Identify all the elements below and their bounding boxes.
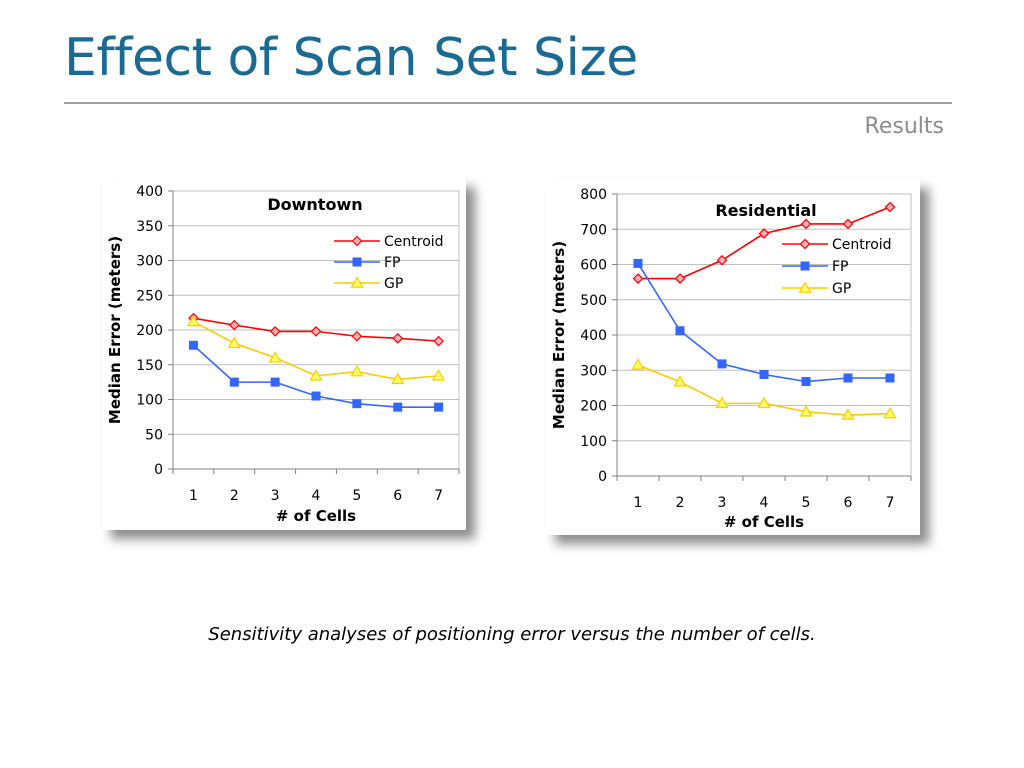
data-point-gp	[391, 372, 405, 385]
y-tick-label: 500	[580, 293, 607, 309]
data-point-fp	[675, 326, 685, 336]
x-tick-label: 4	[760, 495, 769, 511]
residential-chart-panel: 0 100 200 300 400 500 600 700 800 1 2 3 4 5 6 7 # of Cel…	[546, 179, 920, 535]
data-point-centroid	[310, 326, 322, 337]
x-tick-label: 7	[886, 495, 895, 511]
x-tick-label: 2	[676, 495, 685, 511]
data-point-centroid	[351, 330, 363, 342]
y-tick-label: 600	[580, 258, 607, 274]
y-tick-label: 800	[580, 187, 607, 203]
legend-marker-gp	[798, 281, 812, 293]
data-point-fp	[229, 377, 239, 387]
y-tick-label: 0	[154, 462, 163, 478]
legend-marker-centroid	[799, 238, 811, 250]
y-tick-label: 300	[580, 363, 607, 379]
legend-label-gp: GP	[384, 276, 403, 292]
chart-title: Downtown	[267, 195, 362, 214]
data-point-gp	[631, 358, 645, 370]
y-tick-label: 400	[580, 328, 607, 344]
x-tick-label: 1	[634, 495, 643, 511]
data-point-gp	[186, 314, 200, 327]
figure-caption: Sensitivity analyses of positioning erro…	[208, 624, 816, 645]
y-tick-label: 200	[136, 323, 163, 339]
y-tick-label: 400	[136, 184, 163, 200]
y-axis-title: Median Error (meters)	[550, 241, 568, 429]
data-point-centroid	[269, 326, 281, 337]
legend-label-centroid: Centroid	[832, 237, 892, 253]
legend-marker-centroid	[351, 235, 363, 247]
y-tick-label: 200	[580, 399, 607, 415]
data-point-centroid	[433, 335, 444, 347]
data-point-gp	[350, 364, 364, 377]
data-point-fp	[434, 402, 444, 412]
y-tick-label: 700	[580, 222, 607, 238]
y-tick-label: 0	[598, 469, 607, 485]
data-point-fp	[759, 369, 769, 379]
data-point-centroid	[632, 273, 644, 284]
data-point-fp	[311, 391, 321, 401]
x-tick-label: 3	[718, 495, 727, 511]
x-tick-label: 6	[393, 488, 402, 504]
y-tick-label: 50	[145, 427, 163, 443]
data-point-centroid	[884, 201, 896, 213]
data-point-gp	[673, 375, 687, 387]
slide-title: Effect of Scan Set Size	[64, 28, 638, 88]
downtown-chart-panel: 0 50 100 150 200 250 300 350 400 1 2 3 4 5 6 7 # of Cell…	[102, 178, 466, 530]
y-axis-title: Median Error (meters)	[106, 236, 124, 424]
x-tick-label: 3	[271, 488, 280, 504]
x-tick-label: 1	[189, 488, 198, 504]
data-point-fp	[717, 359, 727, 369]
data-point-centroid	[842, 218, 854, 230]
data-point-gp	[227, 336, 241, 348]
data-point-centroid	[758, 228, 770, 239]
title-divider	[64, 102, 952, 104]
legend-label-fp: FP	[384, 255, 401, 271]
x-tick-label: 5	[802, 495, 811, 511]
x-tick-label: 7	[434, 488, 443, 504]
legend-label-centroid: Centroid	[384, 234, 444, 250]
legend-label-gp: GP	[832, 281, 851, 297]
data-point-fp	[843, 373, 853, 383]
data-point-gp	[799, 405, 813, 417]
data-point-centroid	[674, 273, 686, 284]
x-axis-title: # of Cells	[276, 507, 356, 525]
data-point-fp	[270, 377, 280, 387]
data-point-fp	[801, 377, 811, 387]
residential-chart: 0 100 200 300 400 500 600 700 800 1 2 3 4 5 6 7 # of Cel…	[550, 187, 912, 531]
data-point-gp	[309, 369, 323, 381]
downtown-chart: 0 50 100 150 200 250 300 350 400 1 2 3 4 5 6 7 # of Cell…	[106, 184, 460, 525]
data-point-centroid	[392, 332, 404, 344]
data-point-centroid	[800, 218, 812, 230]
chart-title: Residential	[715, 201, 816, 220]
data-point-fp	[393, 402, 403, 412]
data-point-gp	[715, 396, 729, 409]
x-axis-title: # of Cells	[724, 513, 804, 531]
data-point-gp	[883, 406, 897, 419]
x-tick-label: 5	[352, 488, 361, 504]
data-point-fp	[352, 399, 362, 409]
legend-marker-fp	[352, 257, 362, 267]
y-tick-label: 150	[136, 358, 163, 374]
y-tick-label: 300	[136, 254, 163, 270]
data-point-centroid	[228, 319, 240, 331]
legend-marker-gp	[350, 276, 364, 288]
x-tick-label: 2	[230, 488, 239, 504]
data-point-gp	[841, 408, 855, 420]
legend-marker-fp	[800, 261, 810, 271]
y-tick-label: 100	[136, 393, 163, 409]
x-tick-label: 6	[844, 495, 853, 511]
section-label: Results	[864, 114, 944, 139]
legend-label-fp: FP	[832, 259, 849, 275]
data-point-fp	[188, 340, 198, 350]
data-point-gp	[757, 396, 771, 409]
data-point-fp	[885, 373, 895, 383]
data-point-centroid	[716, 254, 728, 266]
y-tick-label: 250	[136, 288, 163, 304]
data-point-gp	[432, 369, 446, 381]
y-tick-label: 100	[580, 434, 607, 450]
y-tick-label: 350	[136, 219, 163, 235]
data-point-gp	[268, 351, 282, 363]
data-point-fp	[633, 258, 643, 268]
x-tick-label: 4	[312, 488, 321, 504]
